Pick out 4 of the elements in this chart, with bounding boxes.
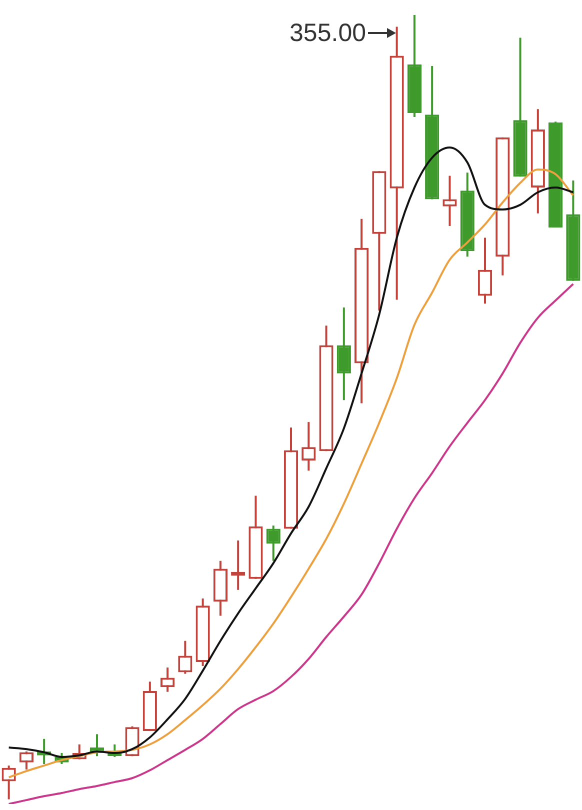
candlestick [442,174,457,227]
annotation: 355.00 [290,18,366,47]
candlestick [266,524,280,562]
candlestick [478,236,492,305]
